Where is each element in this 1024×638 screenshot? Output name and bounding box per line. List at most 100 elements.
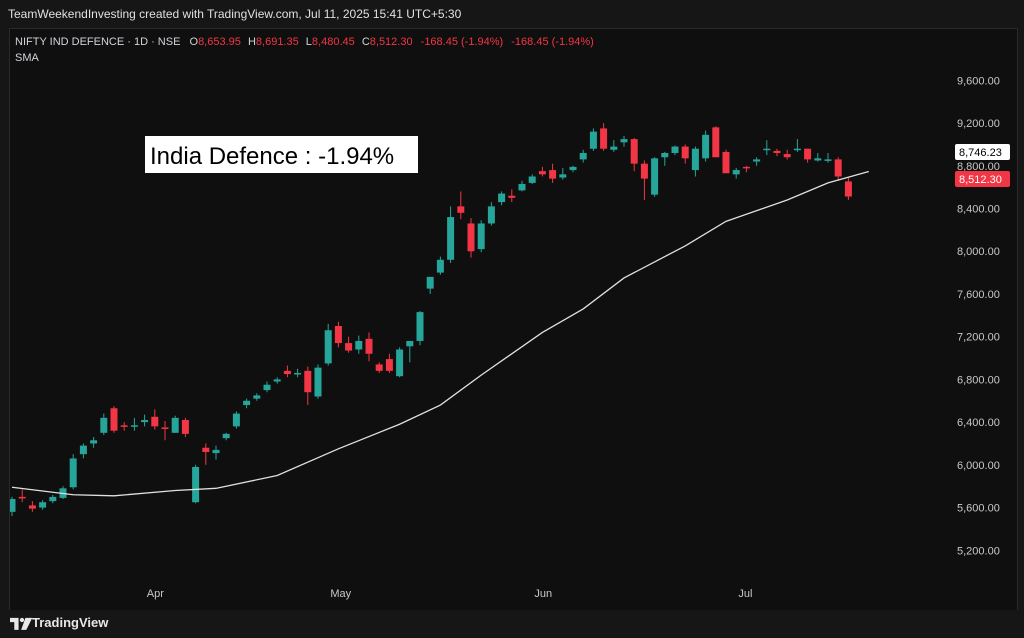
candle[interactable] — [773, 148, 781, 157]
candle-body — [640, 163, 648, 179]
candle[interactable] — [273, 377, 281, 384]
candle[interactable] — [732, 167, 740, 179]
candle[interactable] — [722, 149, 730, 174]
chart-panel[interactable]: 5,200.00 5,600.00 6,000.00 6,400.00 6,800.00… — [9, 28, 1018, 612]
candle[interactable] — [498, 191, 506, 206]
candle[interactable] — [283, 365, 291, 378]
candle[interactable] — [528, 174, 536, 184]
candle[interactable] — [202, 443, 210, 465]
candle[interactable] — [304, 366, 312, 406]
candle[interactable] — [630, 138, 638, 172]
candle[interactable] — [345, 336, 353, 353]
candle[interactable] — [232, 411, 240, 429]
candle[interactable] — [253, 393, 261, 401]
candle[interactable] — [487, 202, 495, 226]
candle[interactable] — [39, 500, 47, 510]
candle[interactable] — [824, 152, 832, 163]
candle[interactable] — [742, 165, 750, 173]
candle[interactable] — [681, 144, 689, 164]
candle-body — [773, 150, 781, 153]
candle[interactable] — [192, 464, 200, 504]
candle[interactable] — [10, 496, 16, 517]
candle[interactable] — [355, 335, 363, 354]
candle[interactable] — [620, 135, 628, 147]
candle-body — [192, 466, 200, 503]
candle[interactable] — [243, 398, 251, 409]
candle[interactable] — [28, 501, 36, 512]
price-axis-label: 8,000.00 — [957, 246, 1000, 258]
footer-bar: TradingView — [0, 610, 1024, 638]
candle-body — [334, 326, 342, 344]
candle[interactable] — [579, 149, 587, 163]
candle[interactable] — [161, 421, 169, 441]
candle[interactable] — [120, 422, 128, 431]
candle-body — [681, 146, 689, 159]
candle[interactable] — [324, 323, 332, 366]
candle[interactable] — [753, 157, 761, 166]
candle[interactable] — [763, 140, 771, 156]
candle[interactable] — [691, 146, 699, 177]
candle[interactable] — [671, 145, 679, 156]
candle[interactable] — [406, 340, 414, 363]
candle[interactable] — [834, 157, 842, 181]
candle[interactable] — [294, 368, 302, 378]
candle[interactable] — [151, 409, 159, 430]
candle[interactable] — [171, 415, 179, 433]
candle[interactable] — [314, 364, 322, 399]
candle[interactable] — [447, 206, 455, 263]
candle-body — [426, 276, 434, 289]
candle[interactable] — [549, 163, 557, 183]
candle[interactable] — [375, 362, 383, 373]
candle[interactable] — [651, 157, 659, 197]
candle[interactable] — [436, 256, 444, 275]
time-axis[interactable]: Apr May Jun Jul — [147, 588, 753, 600]
candle[interactable] — [783, 149, 791, 160]
candle[interactable] — [804, 148, 812, 163]
candle[interactable] — [702, 130, 710, 162]
candle[interactable] — [712, 126, 720, 158]
candle[interactable] — [416, 311, 424, 346]
candle[interactable] — [263, 381, 271, 393]
candle[interactable] — [589, 128, 597, 151]
candle[interactable] — [477, 220, 485, 253]
candle[interactable] — [110, 406, 118, 433]
candle[interactable] — [457, 191, 465, 220]
candle[interactable] — [18, 489, 26, 503]
candle[interactable] — [467, 218, 475, 258]
candle[interactable] — [130, 417, 138, 431]
candle[interactable] — [49, 494, 57, 504]
candle[interactable] — [518, 180, 526, 192]
candle[interactable] — [508, 189, 516, 203]
candle[interactable] — [365, 332, 373, 362]
candle[interactable] — [426, 276, 434, 294]
candle-body — [508, 195, 516, 198]
candle-body — [549, 170, 557, 179]
candle[interactable] — [90, 437, 98, 448]
candle-body — [141, 419, 149, 423]
candlestick-chart[interactable]: 5,200.00 5,600.00 6,000.00 6,400.00 6,800.00… — [10, 29, 1017, 611]
candle[interactable] — [814, 152, 822, 162]
annotation-box[interactable]: India Defence : -1.94% — [145, 136, 418, 173]
candle-body — [171, 417, 179, 433]
candle[interactable] — [79, 443, 87, 459]
candle[interactable] — [334, 321, 342, 348]
candle[interactable] — [600, 123, 608, 151]
candle[interactable] — [141, 414, 149, 427]
candle[interactable] — [181, 417, 189, 438]
candle[interactable] — [640, 160, 648, 200]
candle[interactable] — [538, 166, 546, 177]
candle[interactable] — [793, 139, 801, 152]
candle[interactable] — [69, 454, 77, 490]
candle[interactable] — [396, 347, 404, 378]
candle[interactable] — [610, 140, 618, 152]
price-axis[interactable]: 5,200.00 5,600.00 6,000.00 6,400.00 6,800.00… — [957, 75, 1000, 557]
candle-body — [110, 408, 118, 431]
candle[interactable] — [661, 151, 669, 166]
candle[interactable] — [385, 353, 393, 373]
candle[interactable] — [212, 445, 220, 460]
candle[interactable] — [100, 413, 108, 435]
candle[interactable] — [844, 177, 852, 200]
candle[interactable] — [569, 165, 577, 173]
candle[interactable] — [222, 432, 230, 441]
candle[interactable] — [559, 167, 567, 180]
